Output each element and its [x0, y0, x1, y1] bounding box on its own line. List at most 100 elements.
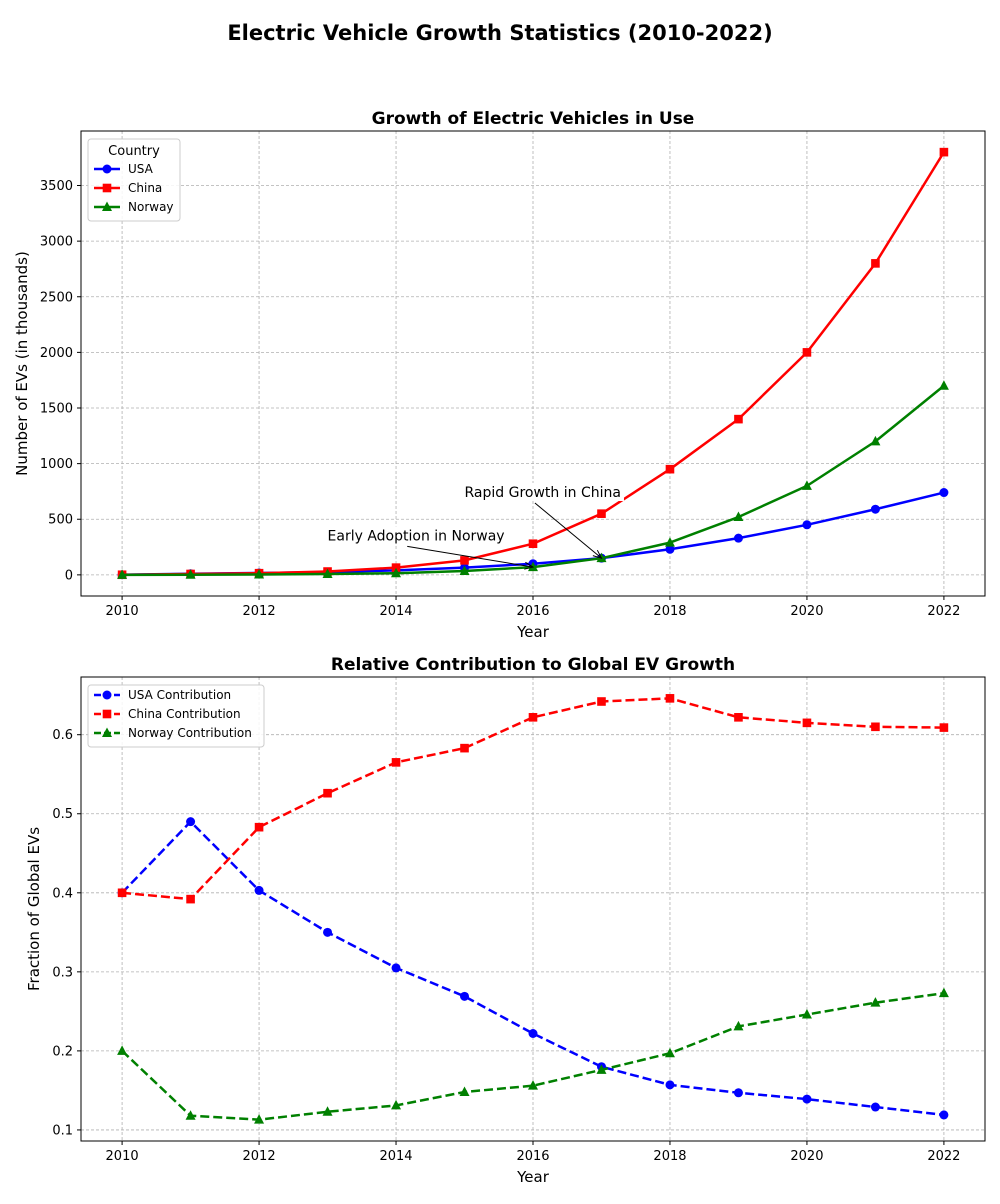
x-tick-label: 2022: [927, 1149, 960, 1164]
data-point: [460, 556, 469, 565]
x-tick-label: 2012: [243, 604, 276, 619]
data-point: [733, 511, 744, 522]
y-axis-label: Fraction of Global EVs: [25, 827, 43, 991]
legend-marker: [102, 164, 112, 174]
data-point: [870, 504, 880, 514]
data-point: [665, 464, 675, 474]
y-tick-label: 2000: [40, 346, 73, 361]
data-point: [528, 539, 538, 549]
legend-box: [87, 684, 265, 748]
legend-marker: [102, 690, 112, 700]
annotation-arrow-head: [524, 561, 535, 570]
data-point: [185, 569, 196, 579]
data-point: [323, 927, 333, 937]
data-point: [528, 1028, 538, 1038]
x-axis-label: Year: [516, 1168, 550, 1186]
data-point: [460, 743, 469, 753]
data-point: [254, 1114, 265, 1124]
legend-title: Country: [108, 144, 160, 159]
legend-label: USA Contribution: [128, 688, 231, 702]
data-point: [528, 713, 538, 722]
data-point: [734, 414, 743, 424]
data-point: [459, 1086, 470, 1096]
y-axis-label: Number of EVs (in thousands): [13, 251, 31, 476]
x-tick-label: 2020: [790, 1149, 823, 1164]
plot-frame: [80, 676, 986, 1142]
data-point: [870, 435, 881, 446]
data-point: [802, 520, 812, 530]
data-point: [117, 1045, 128, 1055]
data-point: [871, 722, 880, 732]
legend-marker: [102, 727, 112, 737]
legend-label: Norway Contribution: [128, 726, 252, 740]
data-point: [938, 987, 949, 998]
y-tick-label: 0.5: [52, 807, 73, 822]
data-point: [528, 561, 538, 572]
data-point: [391, 1099, 402, 1110]
data-point: [391, 567, 402, 578]
x-tick-label: 2014: [379, 604, 412, 619]
data-point: [802, 1094, 812, 1104]
data-point: [939, 723, 949, 732]
y-tick-label: 0: [65, 568, 73, 583]
data-point: [597, 697, 606, 706]
x-tick-label: 2010: [106, 604, 139, 619]
data-point: [322, 1106, 333, 1116]
x-tick-label: 2020: [790, 604, 823, 619]
y-tick-label: 2500: [40, 290, 73, 305]
data-point: [186, 894, 195, 904]
figure-title: Electric Vehicle Growth Statistics (2010…: [227, 21, 772, 45]
annotation-text: Early Adoption in Norway: [328, 528, 505, 544]
y-tick-label: 1500: [40, 401, 73, 416]
data-point: [733, 1088, 743, 1098]
data-point: [664, 1047, 675, 1058]
legend-marker: [102, 183, 112, 193]
plot-frame: [80, 130, 986, 597]
data-point: [254, 569, 265, 579]
data-point: [665, 1080, 675, 1090]
annotation-arrow: [407, 545, 535, 570]
legend-marker: [102, 709, 112, 719]
data-point: [734, 713, 743, 722]
annotation-arrow-shaft: [407, 545, 534, 568]
data-point: [665, 694, 675, 703]
data-point: [665, 544, 675, 554]
legend-box: [87, 138, 181, 222]
data-point: [596, 1064, 607, 1074]
data-point: [322, 568, 333, 578]
legend-label: USA: [128, 162, 154, 176]
data-point: [939, 488, 949, 498]
data-point: [801, 480, 812, 490]
legend-label: China: [128, 181, 162, 195]
data-point: [871, 259, 880, 268]
chart-panel-2: 2010 2012 2014 2016 2018 2020 2022 0.1 0.2 0.3 0.4…: [25, 655, 986, 1186]
data-point: [117, 569, 128, 579]
data-point: [938, 380, 949, 390]
chart-panel-1: 2010 2012 2014 2016 2018 2020 2022 0 500 1000 1500…: [13, 109, 986, 641]
x-tick-label: 2018: [653, 1149, 686, 1164]
annotation-text: Rapid Growth in China: [465, 485, 621, 501]
data-point: [939, 147, 949, 157]
data-point: [186, 817, 196, 827]
y-tick-label: 1000: [40, 457, 73, 472]
data-point: [323, 788, 332, 798]
data-point: [391, 963, 401, 973]
y-tick-label: 0.3: [52, 965, 73, 980]
data-point: [528, 1080, 538, 1090]
data-point: [391, 758, 401, 767]
annotation-arrow: [534, 502, 603, 559]
x-tick-label: 2016: [516, 604, 549, 619]
x-tick-label: 2022: [927, 604, 960, 619]
legend-label: Norway: [128, 200, 174, 214]
data-point: [733, 533, 743, 543]
y-tick-label: 3000: [40, 235, 73, 250]
x-tick-label: 2016: [516, 1149, 549, 1164]
legend: USA Contribution China Contribution Norway…: [87, 684, 265, 748]
y-tick-label: 500: [48, 513, 73, 528]
x-tick-label: 2018: [653, 604, 686, 619]
data-point: [391, 563, 401, 572]
chart-title: Relative Contribution to Global EV Growt…: [331, 655, 735, 675]
legend: Country USA China Norway: [87, 138, 181, 222]
